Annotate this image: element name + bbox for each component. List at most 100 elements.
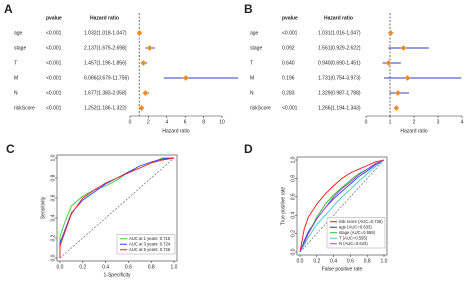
- roc-curve: [299, 159, 385, 253]
- hazard-ratio: 1.731(0.754-3.973): [318, 75, 361, 81]
- y-tick-label: 0.6: [290, 193, 296, 200]
- pvalue: <0.001: [46, 30, 62, 36]
- x-tick-label: 1.0: [171, 264, 178, 270]
- x-tick-label: 8: [202, 119, 205, 125]
- pvalue-header: pvalue: [282, 15, 298, 21]
- y-tick-label: 0.0: [50, 254, 56, 261]
- y-tick-label: 0.8: [290, 175, 296, 182]
- pvalue: <0.001: [282, 105, 298, 111]
- row-label: riskScore: [250, 105, 271, 111]
- hazard-ratio: 1.032(1.018-1.047): [84, 30, 127, 36]
- y-axis-title: Sensitivity: [40, 196, 46, 219]
- y-tick-label: 1.0: [290, 156, 296, 163]
- pvalue: <0.001: [46, 105, 62, 111]
- x-tick-label: 0.6: [125, 264, 132, 270]
- y-tick-label: 0.0: [290, 248, 296, 255]
- row-label: M: [14, 75, 18, 81]
- y-tick-label: 0.4: [50, 214, 56, 221]
- legend-label: T (AUC=0.595): [339, 235, 368, 240]
- x-axis-title: Hazard ratio: [162, 128, 189, 134]
- hr-header: Hazard ratio: [90, 15, 119, 21]
- x-tick-label: 0.2: [79, 264, 86, 270]
- hazard-ratio: 1.252(1.186-1.322): [84, 105, 127, 111]
- hazard-marker: [182, 75, 189, 81]
- x-tick-label: 6: [184, 119, 187, 125]
- panel-letter: C: [6, 142, 15, 156]
- row-label: riskScore: [14, 105, 35, 111]
- x-tick-label: 4: [165, 119, 168, 125]
- x-tick-label: 0: [365, 119, 368, 125]
- hazard-marker: [385, 60, 392, 66]
- x-tick-label: 1.0: [381, 258, 388, 264]
- hazard-ratio: 1.031(1.016-1.047): [318, 30, 361, 36]
- hazard-ratio: 1.561(0.929-2.622): [318, 45, 361, 51]
- y-tick-label: 1.0: [50, 154, 56, 161]
- pvalue: <0.001: [46, 75, 62, 81]
- x-tick-label: 2: [147, 119, 150, 125]
- row-label: N: [14, 90, 18, 96]
- x-tick-label: 1: [389, 119, 392, 125]
- x-tick-label: 0.2: [313, 258, 320, 264]
- panel-letter: D: [244, 142, 253, 156]
- legend-box: [116, 234, 176, 255]
- hazard-marker: [400, 45, 407, 51]
- hazard-marker: [395, 90, 401, 96]
- y-tick-label: 0.4: [290, 212, 296, 219]
- pvalue: <0.001: [46, 90, 62, 96]
- legend-label: stage (AUC=0.659): [339, 230, 376, 235]
- x-tick-label: 0.0: [57, 264, 64, 270]
- row-label: T: [250, 60, 253, 66]
- hazard-marker: [387, 30, 394, 36]
- y-tick-label: 0.6: [50, 194, 56, 201]
- x-tick-label: 0.8: [148, 264, 155, 270]
- roc-curve: [59, 157, 175, 258]
- y-tick-label: 0.2: [290, 230, 296, 237]
- pvalue: <0.001: [282, 30, 298, 36]
- plot-frame: [296, 156, 388, 256]
- roc-curve: [299, 159, 385, 253]
- y-tick-label: 0.2: [50, 234, 56, 241]
- hazard-ratio: 0.940(0.690-1.451): [318, 60, 361, 66]
- row-label: stage: [14, 45, 26, 51]
- legend-label: risk score (AUC=0.726): [339, 219, 383, 224]
- row-label: stage: [250, 45, 262, 51]
- pvalue: 0.283: [282, 90, 295, 96]
- hazard-marker: [146, 45, 153, 51]
- x-tick-label: 0.8: [364, 258, 371, 264]
- chance-line: [59, 157, 175, 259]
- pvalue-header: pvalue: [46, 15, 62, 21]
- pvalue: 0.640: [282, 60, 295, 66]
- row-label: N: [250, 90, 254, 96]
- panel-letter: A: [4, 2, 13, 16]
- legend-label: AUC at 1 years: 0.715: [129, 236, 171, 241]
- hazard-ratio: 2.137(1.675-2.698): [84, 45, 127, 51]
- hazard-ratio: 1.677(1.383-2.058): [84, 90, 127, 96]
- pvalue: <0.001: [46, 45, 62, 51]
- legend-label: AUC at 5 years: 0.726: [129, 247, 171, 252]
- hazard-ratio: 1.266(1.194-1.343): [318, 105, 361, 111]
- y-axis-title: True positive rate: [280, 187, 286, 226]
- roc-curve: [299, 159, 385, 253]
- legend-label: AUC at 3 years: 0.724: [129, 241, 171, 246]
- roc-curve: [299, 159, 385, 253]
- x-axis-title: False positive rate: [322, 266, 363, 272]
- x-tick-label: 0.0: [297, 258, 304, 264]
- hazard-marker: [142, 90, 149, 96]
- legend-label: age (AUC=0.633): [339, 224, 372, 229]
- hazard-marker: [136, 30, 143, 36]
- x-tick-label: 0.6: [347, 258, 354, 264]
- y-tick-label: 0.8: [50, 174, 56, 181]
- x-tick-label: 0.4: [102, 264, 109, 270]
- hr-header: Hazard ratio: [324, 15, 353, 21]
- row-label: M: [250, 75, 254, 81]
- x-tick-label: 10: [219, 119, 225, 125]
- hazard-marker: [404, 75, 411, 81]
- hazard-marker: [140, 60, 147, 66]
- x-tick-label: 4: [461, 119, 464, 125]
- pvalue: <0.001: [46, 60, 62, 66]
- row-label: T: [14, 60, 17, 66]
- row-label: age: [14, 30, 23, 36]
- x-tick-label: 3: [437, 119, 440, 125]
- panel-letter: B: [244, 2, 253, 16]
